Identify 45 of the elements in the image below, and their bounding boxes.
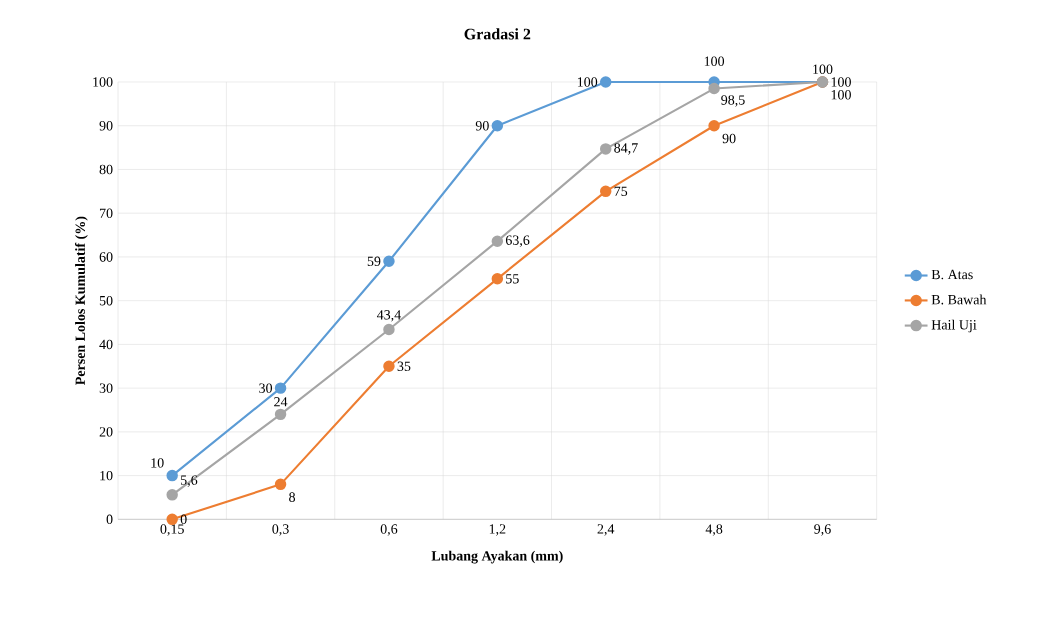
data-label: 55 (506, 274, 519, 284)
legend-label: B. Atas (931, 269, 973, 280)
data-label: 100 (813, 64, 833, 75)
data-label: 100 (831, 77, 851, 87)
data-label: 10 (151, 458, 164, 468)
y-tick-label: 70 (99, 208, 113, 218)
x-axis-title: Lubang Ayakan (mm) (431, 550, 563, 564)
data-label: 0 (180, 514, 187, 525)
legend-label: B. Bawah (931, 294, 987, 305)
data-label: 59 (367, 256, 381, 267)
data-label: 5,6 (181, 475, 198, 487)
x-tick-label: 0,3 (272, 524, 289, 536)
legend-label: Hail Uji (931, 319, 977, 333)
y-tick-label: 40 (99, 339, 113, 350)
data-label: 98,5 (721, 95, 745, 107)
y-tick-label: 10 (100, 470, 113, 481)
data-label: 30 (259, 383, 273, 393)
data-label: 75 (614, 186, 628, 196)
chart-title: Gradasi 2 (464, 28, 531, 40)
data-label: 90 (475, 121, 489, 131)
data-label: 24 (274, 397, 288, 407)
y-tick-label: 0 (106, 514, 113, 525)
y-tick-label: 80 (99, 164, 113, 175)
y-tick-label: 50 (99, 295, 113, 306)
y-tick-label: 60 (99, 252, 113, 262)
y-tick-label: 100 (93, 77, 113, 87)
y-tick-label: 20 (99, 427, 113, 437)
data-label: 63,6 (505, 235, 530, 247)
data-label: 100 (704, 56, 725, 67)
y-tick-label: 90 (99, 121, 113, 131)
data-label: 100 (577, 77, 598, 87)
data-label: 43,4 (376, 310, 401, 322)
x-tick-label: 9,6 (814, 524, 831, 536)
data-label: 84,7 (614, 143, 638, 155)
data-label: 100 (831, 90, 851, 100)
x-tick-label: 0,15 (160, 524, 184, 536)
x-tick-label: 2,4 (597, 524, 615, 536)
x-tick-label: 1,2 (489, 524, 506, 536)
y-tick-label: 30 (99, 383, 113, 393)
data-label: 35 (397, 361, 411, 371)
data-label: 8 (289, 492, 296, 502)
data-label: 90 (722, 133, 736, 144)
x-tick-label: 0,6 (380, 524, 398, 536)
y-axis-title: Persen Lolos Kumulatif (%) (74, 216, 88, 386)
x-tick-label: 4,8 (705, 524, 723, 536)
